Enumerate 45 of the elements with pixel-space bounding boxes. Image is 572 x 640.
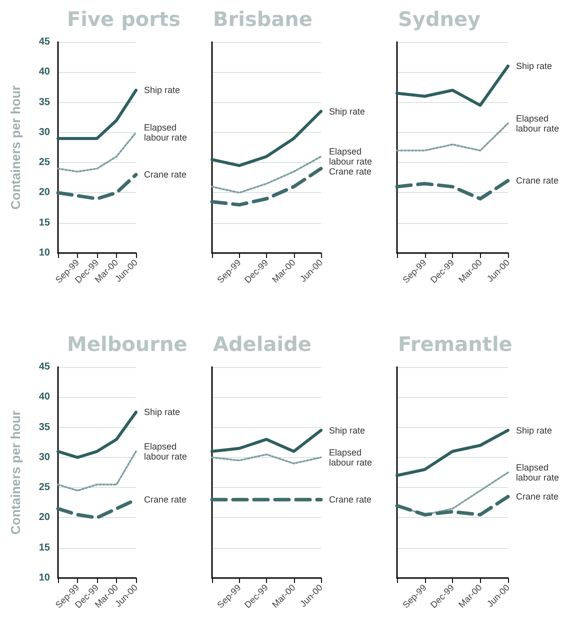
y-tick-label: 30 (38, 126, 50, 138)
series-label: Ship rate (329, 425, 366, 436)
series-label: Elapsed labour rate (516, 462, 560, 482)
series-label: Ship rate (516, 61, 552, 72)
chart-title: Melbourne (67, 332, 188, 356)
series-label: Ship rate (516, 425, 552, 436)
y-tick-label: 45 (38, 36, 50, 48)
series-label: Elapsed labour rate (144, 441, 188, 462)
series-label: Crane rate (144, 494, 187, 505)
series-label: Elapsed labour rate (144, 122, 188, 142)
chart-title: Adelaide (213, 332, 312, 356)
y-tick-label: 15 (38, 542, 50, 554)
chart-title: Brisbane (213, 7, 312, 31)
series-label: Elapsed labour rate (329, 146, 372, 167)
series-label: Ship rate (329, 106, 366, 116)
chart-title: Fremantle (398, 332, 512, 356)
series-label: Crane rate (329, 166, 372, 177)
line-series (56, 172, 138, 200)
y-tick-label: 30 (38, 452, 50, 463)
y-axis-title: Containers per hour (8, 410, 23, 535)
y-tick-label: 15 (38, 217, 50, 228)
series-label: Ship rate (144, 407, 180, 418)
series-label: Crane rate (329, 494, 372, 505)
y-tick-label: 45 (38, 362, 50, 372)
y-tick-label: 25 (38, 157, 50, 168)
series-label: Crane rate (144, 170, 187, 180)
y-tick-label: 35 (38, 96, 50, 108)
line-series (57, 132, 137, 173)
y-tick-label: 10 (38, 248, 50, 258)
y-tick-label: 35 (38, 422, 50, 433)
y-tick-label: 10 (38, 572, 50, 584)
series-label: Crane rate (516, 176, 559, 186)
y-tick-label: 20 (38, 512, 50, 524)
line-series (56, 410, 138, 459)
series-label: Ship rate (144, 85, 180, 96)
series-label: Elapsed labour rate (329, 447, 372, 468)
y-tick-label: 25 (38, 482, 50, 494)
y-axis-title: Containers per hour (8, 85, 23, 210)
series-label: Elapsed labour rate (516, 113, 560, 134)
chart-title: Five ports (67, 7, 180, 31)
chart-title: Sydney (398, 7, 481, 31)
y-tick-label: 40 (38, 392, 50, 403)
y-tick-label: 40 (38, 66, 50, 78)
series-label: Crane rate (516, 492, 559, 502)
y-tick-label: 20 (38, 187, 50, 198)
